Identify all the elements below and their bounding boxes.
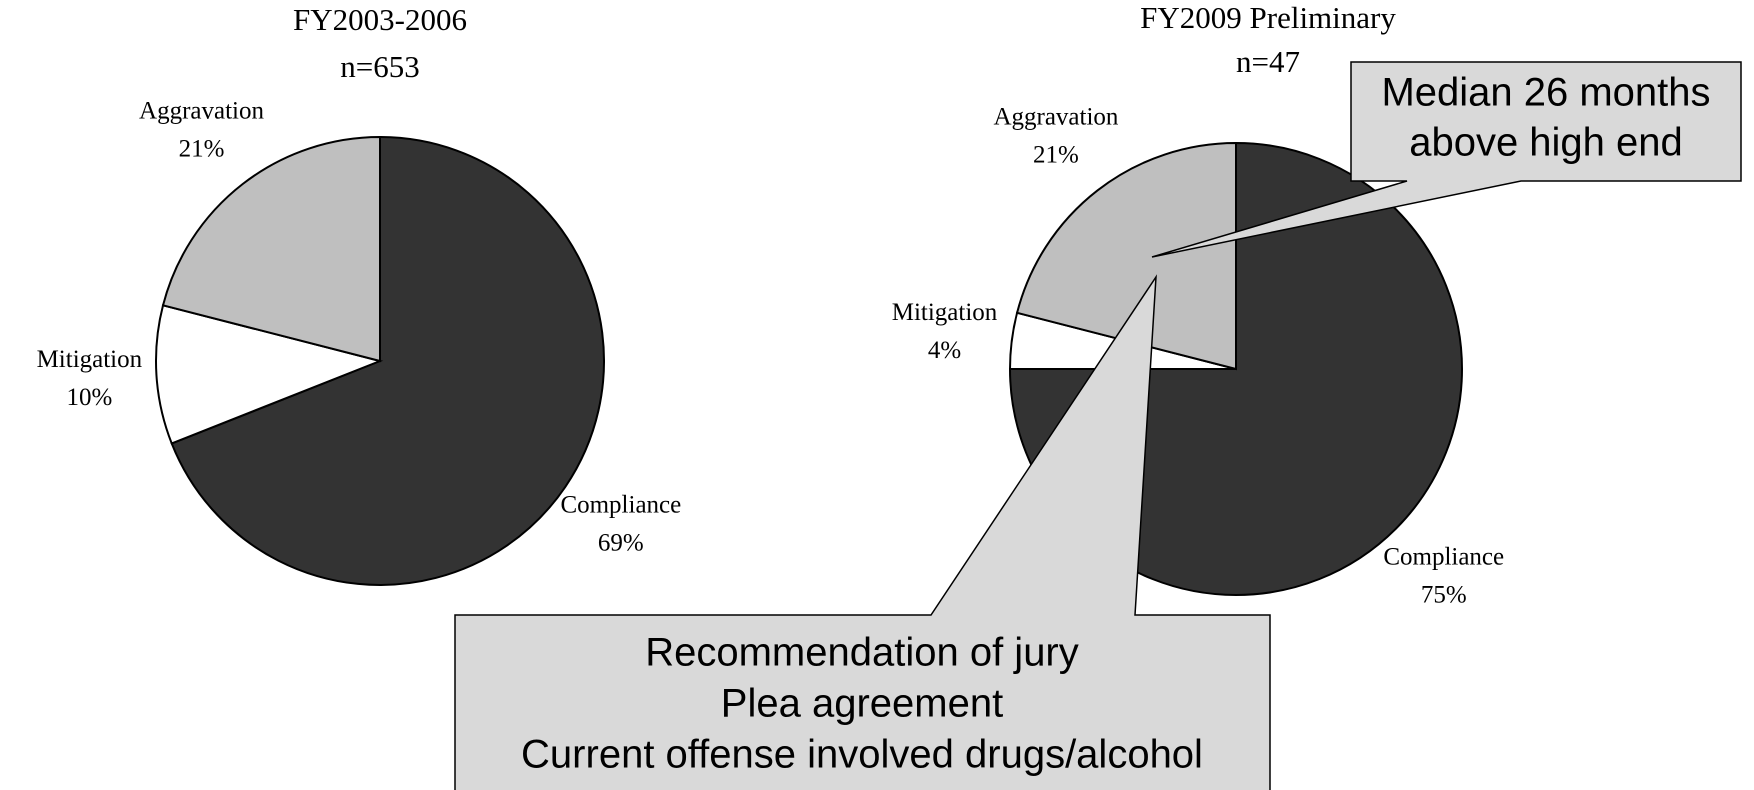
slice-label: Aggravation (993, 104, 1118, 131)
chart-title: FY2003-2006 (293, 2, 467, 37)
slice-value-label: 21% (179, 136, 225, 163)
callout-text: Recommendation of jury (645, 631, 1079, 675)
slice-label: Mitigation (37, 346, 143, 373)
pie-charts: FY2003-2006 n=653 Compliance 69% Mitigation 1… (37, 0, 1505, 608)
chart-title: FY2009 Preliminary (1140, 0, 1396, 35)
slice-label: Compliance (1383, 543, 1504, 570)
slice-value-label: 10% (66, 384, 112, 411)
slice-value-label: 4% (928, 337, 961, 364)
slice-value-label: 21% (1033, 142, 1079, 169)
callout: Recommendation of jury Plea agreement Cu… (454, 274, 1271, 790)
slice-label: Mitigation (892, 299, 998, 326)
slice-value-label: 69% (598, 529, 644, 556)
pie-slice (1015, 141, 1237, 371)
callout-text: Current offense involved drugs/alcohol (521, 733, 1203, 777)
callout-box (1151, 61, 1742, 258)
slice-label: Compliance (560, 491, 681, 518)
callout-text: above high end (1409, 121, 1683, 165)
pie-slice (170, 135, 605, 586)
pie-slice (155, 304, 384, 445)
chart-subtitle: n=47 (1236, 44, 1300, 79)
chart-subtitle: n=653 (340, 49, 419, 84)
slice-value-label: 75% (1421, 581, 1467, 608)
pie-slice (161, 135, 381, 363)
callout-box (454, 274, 1271, 790)
callout-text: Plea agreement (721, 682, 1003, 726)
callout: Median 26 months above high end (1151, 61, 1742, 258)
callout-text: Median 26 months (1381, 71, 1710, 115)
slice-label: Aggravation (139, 98, 264, 125)
